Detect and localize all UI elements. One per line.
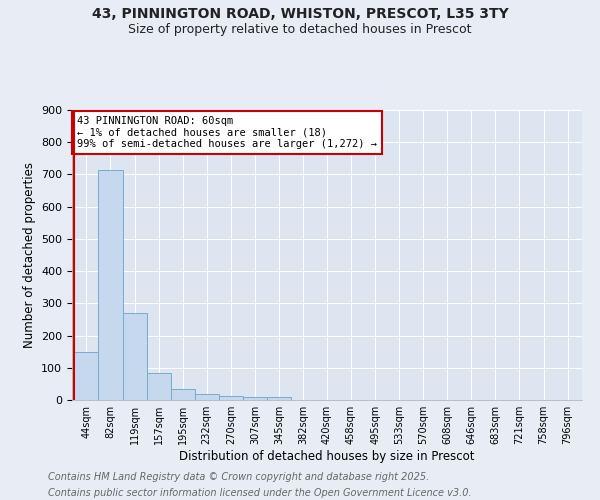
Y-axis label: Number of detached properties: Number of detached properties [23, 162, 35, 348]
Bar [98, 170, 122, 400]
Text: 43 PINNINGTON ROAD: 60sqm
← 1% of detached houses are smaller (18)
99% of semi-d: 43 PINNINGTON ROAD: 60sqm ← 1% of detach… [77, 116, 377, 149]
Bar [122, 313, 146, 400]
Bar [219, 396, 243, 400]
Bar [267, 398, 291, 400]
Text: Contains HM Land Registry data © Crown copyright and database right 2025.: Contains HM Land Registry data © Crown c… [48, 472, 429, 482]
Bar [194, 394, 219, 400]
Bar [146, 372, 170, 400]
Bar [170, 388, 194, 400]
Text: Size of property relative to detached houses in Prescot: Size of property relative to detached ho… [128, 22, 472, 36]
Bar [243, 397, 267, 400]
X-axis label: Distribution of detached houses by size in Prescot: Distribution of detached houses by size … [179, 450, 475, 463]
Text: Contains public sector information licensed under the Open Government Licence v3: Contains public sector information licen… [48, 488, 472, 498]
Bar [74, 352, 98, 400]
Text: 43, PINNINGTON ROAD, WHISTON, PRESCOT, L35 3TY: 43, PINNINGTON ROAD, WHISTON, PRESCOT, L… [92, 8, 508, 22]
